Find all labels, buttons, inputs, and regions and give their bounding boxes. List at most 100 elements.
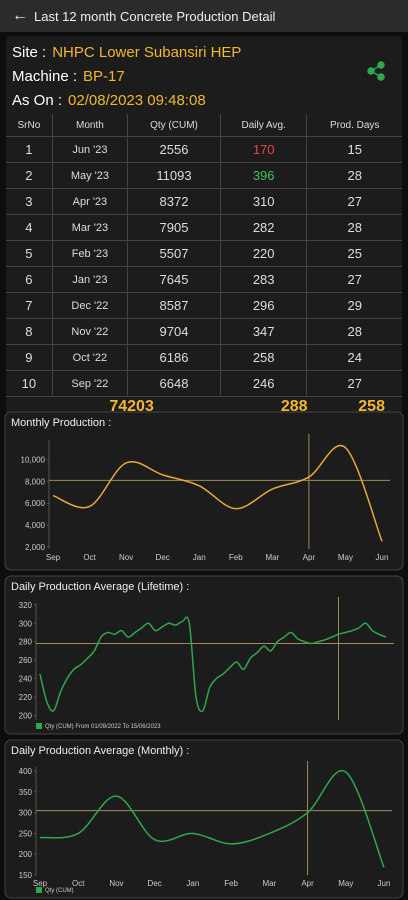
- table-row: 7 Dec '22 8587 296 29: [6, 292, 402, 319]
- x-tick-label: Apr: [301, 879, 314, 888]
- x-tick-label: Mar: [262, 879, 276, 888]
- table-cell: 246: [219, 370, 307, 396]
- y-tick-label: 260: [19, 656, 33, 665]
- info-row: As On : 02/08/2023 09:48:08: [6, 88, 402, 112]
- table-cell: 7645: [127, 266, 221, 293]
- table-cell: 6: [6, 266, 53, 293]
- data-line: [39, 769, 385, 868]
- table-cell: 28: [306, 162, 402, 189]
- table-cell: 9704: [127, 318, 221, 345]
- table-cell: 296: [219, 292, 307, 319]
- table-cell: 5507: [127, 240, 221, 267]
- table-cell: 1: [6, 136, 53, 163]
- table-cell: Feb '23: [51, 240, 128, 267]
- table-cell: 10: [6, 370, 53, 396]
- y-tick-label: 250: [19, 829, 33, 838]
- table-cell: Mar '23: [51, 214, 128, 241]
- table-cell: 8: [6, 318, 53, 345]
- y-tick-label: 280: [19, 638, 33, 647]
- header: ← Last 12 month Concrete Production Detai…: [0, 0, 408, 32]
- table-cell: 29: [306, 292, 402, 319]
- table-cell: 7905: [127, 214, 221, 241]
- y-tick-label: 10,000: [21, 456, 46, 465]
- back-button[interactable]: ←: [12, 7, 28, 24]
- charts: Monthly Production : 2,000 4,000 6,000 8,000…: [4, 411, 404, 899]
- y-tick-label: 200: [19, 850, 33, 859]
- y-tick-label: 150: [19, 871, 33, 880]
- chart-panel: [4, 411, 404, 571]
- table-row: 4 Mar '23 7905 282 28: [6, 214, 402, 241]
- x-tick-label: Nov: [109, 879, 123, 888]
- column-header: Prod. Days: [306, 114, 402, 137]
- table-cell: Nov '22: [51, 318, 128, 345]
- info-label: Machine :: [12, 67, 78, 85]
- table-cell: 170: [219, 136, 307, 163]
- table-cell: 9: [6, 344, 53, 371]
- table-row: 1 Jun '23 2556 170 15: [6, 136, 402, 163]
- x-tick-label: May: [338, 553, 353, 562]
- table-cell: 27: [306, 266, 402, 293]
- table-cell: 25: [306, 240, 402, 267]
- table-row: 10 Sep '22 6648 246 27: [6, 370, 402, 396]
- table-row: 8 Nov '22 9704 347 28: [6, 318, 402, 345]
- table-cell: 6648: [127, 370, 221, 396]
- y-tick-label: 200: [19, 711, 33, 720]
- legend-label: Qty (CUM) From 01/09/2022 To 15/06/2023: [45, 724, 161, 730]
- table-cell: May '23: [51, 162, 128, 189]
- total-value: 288: [280, 398, 308, 415]
- table-cell: 27: [306, 370, 402, 396]
- y-tick-label: 320: [19, 601, 33, 610]
- share-icon[interactable]: [366, 61, 386, 81]
- x-tick-label: Dec: [156, 553, 170, 562]
- y-tick-label: 6,000: [25, 499, 46, 508]
- table-row: 3 Apr '23 8372 310 27: [6, 188, 402, 215]
- table-row: 9 Oct '22 6186 258 24: [6, 344, 402, 371]
- column-header: Qty (CUM): [127, 114, 221, 137]
- info-value: BP-17: [83, 67, 125, 85]
- x-tick-label: Mar: [265, 553, 279, 562]
- y-tick-label: 8,000: [25, 477, 46, 486]
- production-table: SrNo Month Qty (CUM) Daily Avg. Prod. Days 1 J…: [6, 114, 402, 396]
- total-value: 74203: [109, 398, 154, 415]
- table-cell: 347: [219, 318, 307, 345]
- y-tick-label: 4,000: [25, 521, 46, 530]
- table-cell: Jun '23: [51, 136, 128, 163]
- x-tick-label: Oct: [83, 553, 96, 562]
- table-cell: 24: [306, 344, 402, 371]
- x-tick-label: May: [338, 879, 353, 888]
- info-row: Machine : BP-17: [6, 64, 402, 88]
- x-tick-label: Jan: [193, 553, 206, 562]
- y-tick-label: 400: [19, 767, 33, 776]
- info-value: NHPC Lower Subansiri HEP: [52, 43, 242, 61]
- legend-label: Qty (CUM): [45, 888, 74, 894]
- info-value: 02/08/2023 09:48:08: [68, 91, 206, 109]
- y-tick-label: 350: [19, 788, 33, 797]
- table-cell: 3: [6, 188, 53, 215]
- table-cell: 310: [219, 188, 307, 215]
- table-cell: Oct '22: [51, 344, 128, 371]
- x-tick-label: Sep: [33, 879, 48, 888]
- info-label: Site :: [12, 43, 47, 61]
- table-cell: 15: [306, 136, 402, 163]
- table-cell: 4: [6, 214, 53, 241]
- x-tick-label: Apr: [303, 553, 316, 562]
- y-tick-label: 300: [19, 809, 33, 818]
- table-row: 5 Feb '23 5507 220 25: [6, 240, 402, 267]
- data-line: [39, 616, 387, 713]
- column-header: Daily Avg.: [219, 114, 307, 137]
- table-cell: 8587: [127, 292, 221, 319]
- y-tick-label: 240: [19, 675, 33, 684]
- x-tick-label: Sep: [46, 553, 61, 562]
- table-cell: 283: [219, 266, 307, 293]
- total-value: 258: [358, 398, 385, 415]
- table-cell: 220: [219, 240, 307, 267]
- table-cell: 28: [306, 318, 402, 345]
- info: Site : NHPC Lower Subansiri HEP Machine : B…: [6, 40, 402, 112]
- summary-panel: Site : NHPC Lower Subansiri HEP Machine : B…: [6, 36, 402, 443]
- y-tick-label: 220: [19, 693, 33, 702]
- chart-panel: [4, 575, 404, 735]
- x-tick-label: Nov: [119, 553, 133, 562]
- table-cell: 8372: [127, 188, 221, 215]
- y-tick-label: 2,000: [25, 543, 46, 552]
